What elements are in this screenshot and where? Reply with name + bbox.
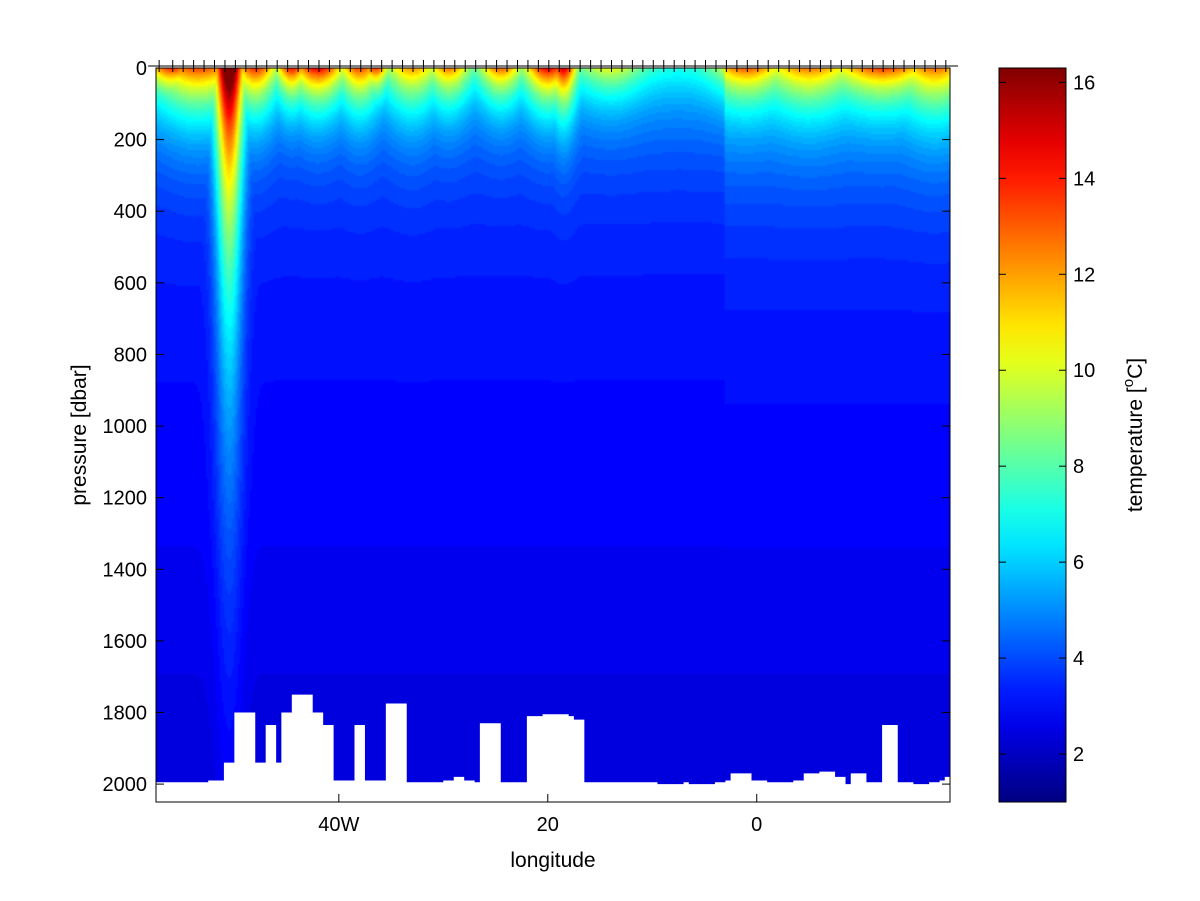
y-tick-label: 2000 [103,774,148,796]
colorbar-tick-label: 16 [1073,72,1095,94]
x-axis: 40W 20 0 [318,794,762,836]
colorbar-tick-label: 2 [1073,744,1084,766]
colorbar-tick-label: 10 [1073,360,1095,382]
bottom-mask [156,694,950,802]
y-tick-label: 1400 [103,559,148,581]
y-tick-label: 0 [136,58,147,80]
colorbar-axis: 2 4 6 8 10 12 14 16 [999,72,1095,766]
y-tick-label: 800 [114,344,147,366]
colorbar-tick-label: 6 [1073,552,1084,574]
colorbar-tick-label: 4 [1073,648,1084,670]
bottom-mask-shape [156,694,950,802]
colorbar-label: temperature [oC] [1120,358,1147,512]
colorbar-gradient [999,68,1066,802]
x-tick-label: 40W [318,814,359,836]
temperature-field [156,68,950,802]
colorbar: 2 4 6 8 10 12 14 16 temperature [oC] [998,67,1147,803]
y-tick-label: 200 [114,130,147,152]
y-axis: 0 200 400 600 800 1000 1200 1400 1600 1800 2000 [103,58,950,796]
y-tick-label: 1600 [103,631,148,653]
y-tick-label: 600 [114,273,147,295]
x-tick-label: 20 [537,814,559,836]
colorbar-tick-label: 12 [1073,264,1095,286]
colorbar-frame [998,67,1067,803]
plot-frame [155,67,951,803]
y-axis-label: pressure [dbar] [68,364,91,505]
x-tick-label: 0 [751,814,762,836]
y-tick-label: 1200 [103,488,148,510]
station-ticks [148,60,958,72]
y-tick-label: 1800 [103,702,148,724]
plot-area [156,68,950,802]
colorbar-tick-label: 14 [1073,168,1095,190]
colorbar-tick-label: 8 [1073,456,1084,478]
y-tick-label: 1000 [103,416,148,438]
x-axis-label: longitude [510,849,595,872]
y-tick-label: 400 [114,201,147,223]
